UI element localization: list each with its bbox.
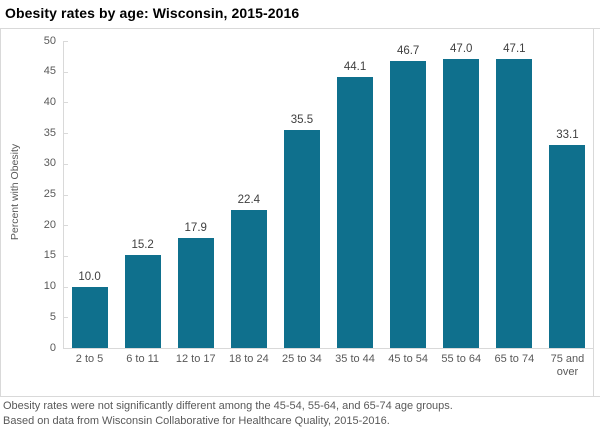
category-label: 55 to 64	[441, 353, 482, 365]
bar	[177, 238, 214, 348]
bar-slot: 22.4	[222, 41, 275, 348]
bar	[124, 254, 161, 348]
title-divider-rule	[0, 28, 600, 29]
y-tick-label: 25	[43, 188, 56, 200]
y-tick-label: 30	[43, 157, 56, 170]
chart-box-right-border	[593, 28, 594, 396]
y-tick-label: 35	[43, 126, 56, 139]
bar-value-label: 15.2	[131, 238, 154, 251]
chart-title: Obesity rates by age: Wisconsin, 2015-20…	[5, 5, 300, 21]
y-tick-mark	[63, 41, 68, 42]
bar-slot: 35.5	[275, 41, 328, 348]
bar-slot: 15.2	[116, 41, 169, 348]
category-label: 18 to 24	[228, 353, 269, 365]
bar-slot: 44.1	[329, 41, 382, 348]
bar	[443, 59, 480, 348]
category-label: 12 to 17	[175, 353, 216, 365]
bar-value-label: 22.4	[237, 194, 261, 207]
category-label: 6 to 11	[126, 353, 160, 365]
y-tick-label: 20	[43, 218, 56, 231]
y-tick-mark	[63, 133, 68, 135]
bar-value-label: 35.5	[290, 114, 314, 127]
y-tick-label: 45	[43, 65, 56, 78]
y-tick-label: 15	[43, 249, 56, 262]
bar-value-label: 44.1	[343, 61, 367, 74]
y-tick-mark	[63, 317, 68, 319]
y-tick-mark	[63, 225, 68, 227]
category-label: 25 to 34	[282, 353, 322, 365]
footnote-line-1: Obesity rates were not significantly dif…	[3, 400, 453, 412]
bar-slot: 10.0	[63, 41, 116, 348]
plot-area: 10.0 15.2 17.9 22.4 35.5 44.1 46.7 47.0 47.1 33.1	[63, 41, 594, 348]
y-tick-label: 40	[43, 95, 56, 108]
category-label: 65 to 74	[494, 353, 535, 365]
y-tick-mark	[63, 348, 68, 349]
footnotes: Obesity rates were not significantly dif…	[3, 399, 597, 428]
y-tick-label: 10	[43, 280, 56, 293]
y-tick-label: 50	[43, 34, 56, 47]
bar-value-label: 47.0	[450, 43, 473, 56]
chart-box-left-border	[0, 28, 1, 396]
bar	[283, 130, 320, 348]
y-tick-mark	[63, 71, 68, 73]
bar-value-label: 10.0	[78, 270, 101, 283]
y-tick-mark	[63, 102, 68, 104]
y-tick-mark	[63, 194, 68, 196]
bar	[549, 144, 586, 348]
bar	[496, 58, 533, 348]
bar-slot: 47.0	[435, 41, 488, 348]
bar	[390, 61, 427, 348]
footnote-divider-rule	[0, 396, 600, 397]
bar-slot: 47.1	[488, 41, 541, 348]
category-label: 45 to 54	[388, 353, 429, 365]
y-tick-mark	[63, 255, 68, 257]
bar	[230, 210, 267, 348]
bar-slot: 17.9	[169, 41, 222, 348]
category-label: 75 and over	[550, 353, 585, 378]
bar	[71, 286, 108, 348]
bar-value-label: 17.9	[184, 222, 207, 235]
y-axis-tick-labels: 0 5 10 15 20 25 30 35 40 45 50	[0, 35, 56, 354]
bar-value-label: 46.7	[396, 45, 420, 58]
footnote-line-2: Based on data from Wisconsin Collaborati…	[3, 414, 390, 427]
bar-value-label: 47.1	[503, 42, 526, 55]
bar	[337, 77, 374, 348]
bar-slot: 33.1	[541, 41, 594, 348]
category-label: 2 to 5	[75, 353, 104, 365]
category-label: 35 to 44	[335, 353, 375, 365]
y-tick-label: 0	[49, 341, 56, 354]
y-tick-label: 5	[49, 310, 56, 323]
bar-value-label: 33.1	[556, 128, 579, 141]
y-tick-mark	[63, 286, 68, 288]
y-tick-mark	[63, 163, 68, 165]
x-axis-line	[63, 348, 594, 349]
bar-slot: 46.7	[382, 41, 435, 348]
